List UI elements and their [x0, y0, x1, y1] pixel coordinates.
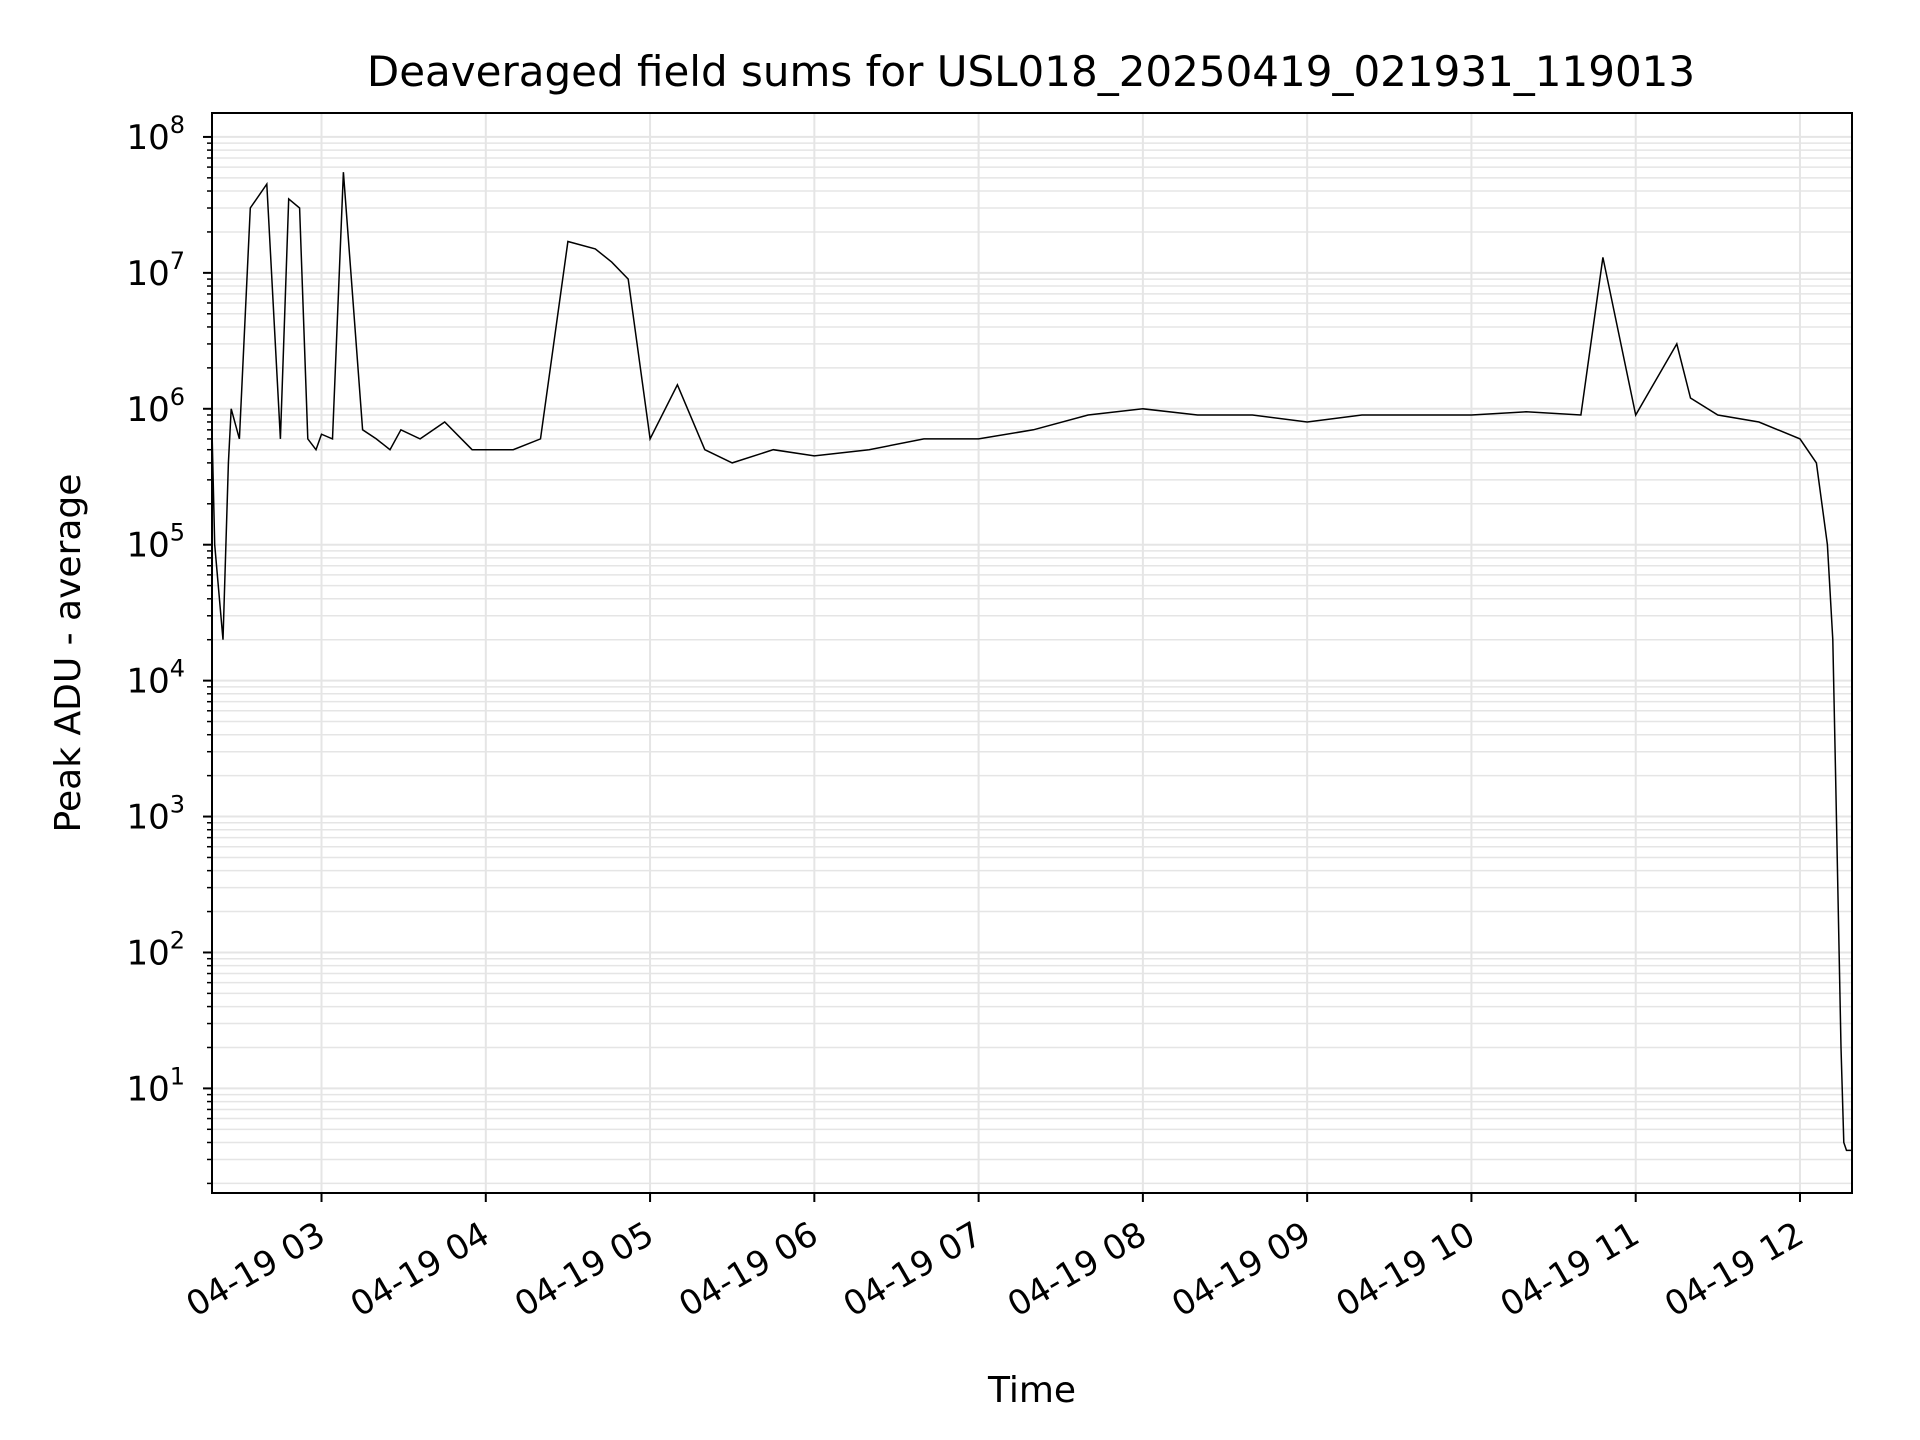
y-axis-label: Peak ADU - average: [48, 474, 89, 833]
y-tick-label: 107: [126, 247, 185, 294]
y-tick-label: 102: [126, 926, 185, 973]
grid: [212, 113, 1852, 1193]
chart-title: Deaveraged field sums for USL018_2025041…: [367, 47, 1695, 96]
y-tick-label: 108: [126, 111, 185, 158]
series-line: [211, 172, 1852, 1152]
y-tick-label: 104: [126, 655, 185, 702]
y-tick-label: 101: [126, 1062, 185, 1109]
y-tick-label: 105: [126, 519, 185, 566]
y-axis: 101 102 103 104 105 106 107 108: [126, 111, 212, 1185]
y-tick-label: 103: [126, 791, 185, 838]
plot-area: [211, 172, 1852, 1152]
y-tick-label: 106: [126, 383, 185, 430]
x-axis-label: Time: [987, 1370, 1076, 1411]
plot-frame: [211, 112, 1853, 1194]
